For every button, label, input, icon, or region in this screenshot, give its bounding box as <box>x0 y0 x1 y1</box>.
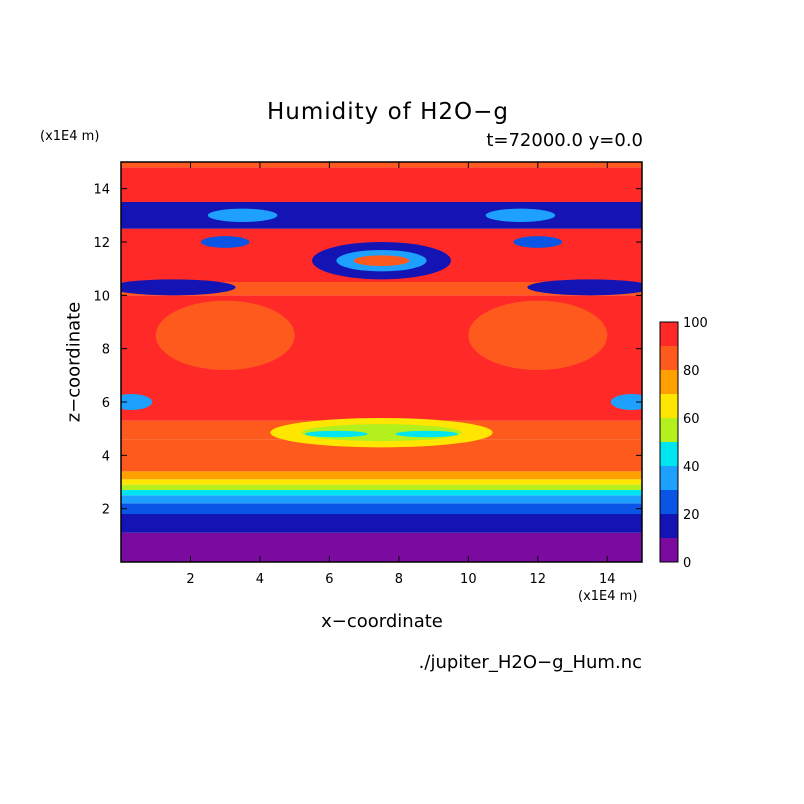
colorbar-frame <box>659 321 679 563</box>
contour-feature-7 <box>200 236 250 248</box>
colorbar-tick-label: 40 <box>683 460 700 475</box>
contour-feature-11 <box>121 394 153 410</box>
z-band-7 <box>121 471 642 480</box>
contour-feature-10 <box>527 279 642 296</box>
contour-feature-6 <box>353 255 410 266</box>
z-band-13 <box>121 202 642 229</box>
z-band-1 <box>121 514 642 533</box>
chart-subtitle: t=72000.0 y=0.0 <box>486 130 643 151</box>
z-band-6 <box>121 479 642 485</box>
z-band-3 <box>121 495 642 504</box>
colorbar-segment <box>660 514 678 538</box>
x-tick-label: 6 <box>325 572 333 587</box>
axes: 2 4 6 8 10 12 14 2 4 6 8 10 12 14 <box>93 162 642 587</box>
x-tick-label: 14 <box>599 572 616 587</box>
z-band-11 <box>121 282 642 296</box>
x-tick-label: 12 <box>530 572 547 587</box>
contour-feature-12 <box>610 394 642 410</box>
z-band-2 <box>121 503 642 514</box>
chart-title: Humidity of H2O−g <box>267 99 509 125</box>
colorbar-tick-label: 80 <box>683 364 700 379</box>
colorbar: 0 20 40 60 80 100 <box>659 316 708 571</box>
heatmap-field <box>121 162 642 562</box>
z-band-15 <box>121 162 642 168</box>
colorbar-segment <box>660 322 678 346</box>
colorbar-segment <box>660 370 678 394</box>
colorbar-segment <box>660 490 678 514</box>
contour-feature-16 <box>468 300 608 371</box>
contour-feature-8 <box>513 236 563 248</box>
z-band-4 <box>121 490 642 496</box>
plot-frame <box>120 161 643 563</box>
y-tick-label: 10 <box>93 289 110 304</box>
colorbar-segment <box>660 418 678 442</box>
colorbar-tick-label: 100 <box>683 316 708 331</box>
y-tick-label: 2 <box>102 503 110 518</box>
z-band-0 <box>121 532 642 562</box>
source-filename: ./jupiter_H2O−g_Hum.nc <box>418 652 642 673</box>
x-tick-label: 4 <box>256 572 264 587</box>
colorbar-tick-label: 0 <box>683 556 691 571</box>
y-tick-label: 8 <box>102 343 110 358</box>
y-axis-unit: (x1E4 m) <box>40 129 100 144</box>
colorbar-segment <box>660 442 678 466</box>
colorbar-segment <box>660 394 678 418</box>
contour-feature-14 <box>485 208 556 222</box>
contour-feature-13 <box>207 208 278 222</box>
z-band-14 <box>121 167 642 202</box>
x-axis-label: x−coordinate <box>321 611 443 632</box>
y-tick-label: 14 <box>93 183 110 198</box>
x-tick-label: 10 <box>460 572 477 587</box>
x-tick-label: 8 <box>395 572 403 587</box>
y-tick-label: 12 <box>93 236 110 251</box>
colorbar-segment <box>660 538 678 562</box>
z-band-5 <box>121 484 642 490</box>
y-tick-label: 6 <box>102 396 110 411</box>
x-tick-label: 2 <box>186 572 194 587</box>
contour-feature-15 <box>155 300 295 371</box>
y-tick-label: 4 <box>102 449 110 464</box>
contour-feature-2 <box>305 430 368 438</box>
colorbar-segment <box>660 466 678 490</box>
x-axis-unit: (x1E4 m) <box>578 589 638 604</box>
colorbar-tick-label: 20 <box>683 508 700 523</box>
contour-feature-9 <box>121 279 236 296</box>
contour-feature-3 <box>395 430 458 438</box>
colorbar-tick-label: 60 <box>683 412 700 427</box>
colorbar-segment <box>660 346 678 370</box>
